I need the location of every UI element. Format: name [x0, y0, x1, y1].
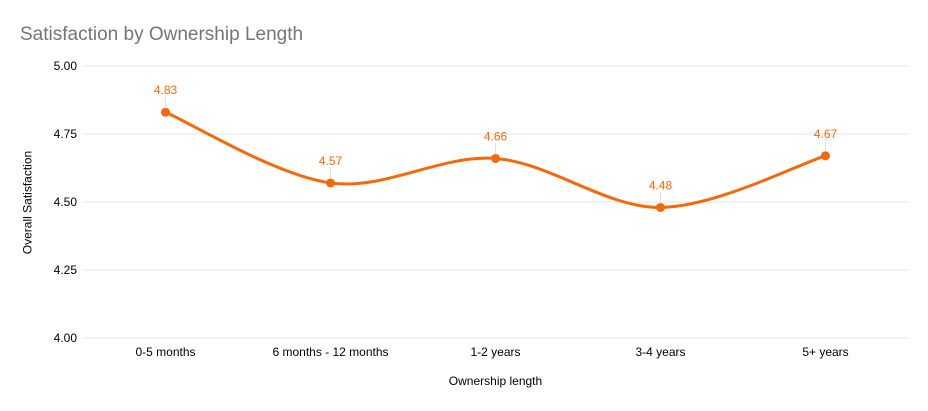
data-label: 4.48 [649, 178, 673, 192]
x-category-label: 6 months - 12 months [272, 345, 388, 359]
chart-title: Satisfaction by Ownership Length [20, 24, 304, 45]
x-category-label: 0-5 months [135, 345, 195, 359]
data-label: 4.66 [484, 129, 508, 143]
data-point[interactable] [821, 151, 830, 161]
x-axis-title: Ownership length [448, 374, 543, 388]
x-category-label: 3-4 years [635, 345, 685, 359]
data-label: 4.67 [814, 127, 838, 141]
data-label: 4.57 [319, 154, 343, 168]
y-tick-label: 5.00 [54, 59, 78, 73]
data-point[interactable] [491, 153, 500, 163]
data-point[interactable] [161, 107, 170, 117]
y-tick-label: 4.25 [54, 263, 78, 277]
data-label: 4.83 [154, 83, 178, 97]
y-tick-label: 4.50 [54, 195, 78, 209]
y-tick-label: 4.00 [54, 331, 78, 345]
data-point[interactable] [656, 202, 665, 212]
y-tick-label: 4.75 [54, 127, 78, 141]
x-category-label: 1-2 years [470, 345, 520, 359]
x-category-label: 5+ years [802, 345, 848, 359]
data-point[interactable] [326, 178, 335, 188]
